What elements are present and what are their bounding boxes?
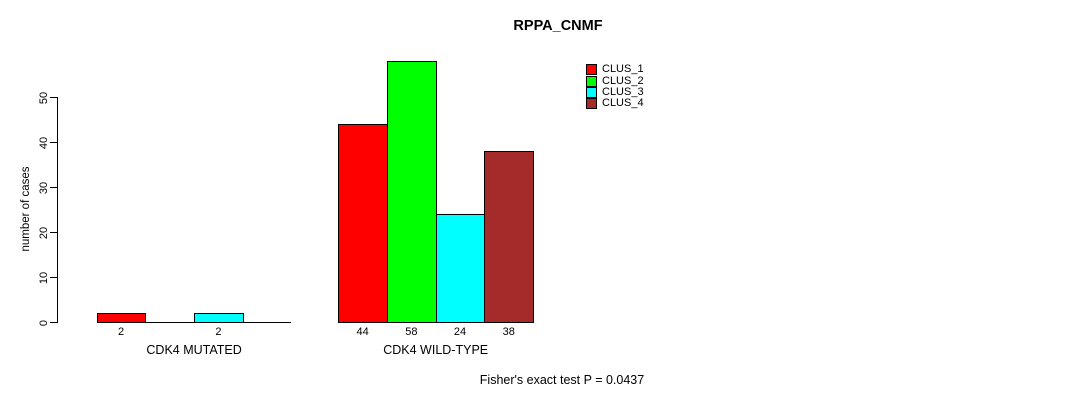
bar-value-label: 24: [453, 325, 467, 338]
bar-value-label: 44: [356, 325, 369, 338]
y-axis-tick: [50, 322, 57, 323]
legend-label: CLUS_3: [602, 85, 644, 98]
bar-clus_3-mutated: [194, 313, 244, 323]
legend-swatch-icon: [586, 86, 597, 98]
y-axis-tick-label: 30: [38, 181, 50, 194]
footnote-text: Fisher's exact test P = 0.0437: [479, 373, 645, 387]
legend-label: CLUS_2: [602, 74, 644, 87]
legend-item-clus_3: CLUS_3: [586, 85, 644, 98]
y-axis-tick: [50, 97, 57, 98]
legend-item-clus_4: CLUS_4: [586, 97, 644, 110]
y-axis-tick: [50, 187, 57, 188]
legend-swatch-icon: [586, 64, 597, 76]
bar-value-label: 2: [117, 325, 125, 338]
group-baseline: [96, 322, 292, 323]
legend-item-clus_2: CLUS_2: [586, 74, 644, 87]
bar-clus_1-wildtype: [338, 124, 388, 323]
y-axis-tick: [50, 142, 57, 143]
bar-value-label: 58: [405, 325, 418, 338]
bar-clus_3-wildtype: [435, 214, 486, 323]
legend-item-clus_1: CLUS_1: [586, 63, 644, 76]
legend: CLUS_1 CLUS_2 CLUS_3 CLUS_4: [586, 64, 644, 110]
legend-swatch-icon: [586, 98, 597, 110]
chart-title: RPPA_CNMF: [513, 18, 603, 34]
y-axis-tick-label: 20: [38, 226, 50, 239]
x-axis-group-label: CDK4 WILD-TYPE: [383, 342, 489, 357]
y-axis-tick-label: 10: [38, 271, 50, 284]
bar-clus_4-wildtype: [484, 151, 535, 323]
y-axis-tick-label: 40: [38, 136, 50, 149]
legend-swatch-icon: [586, 75, 597, 87]
y-axis-tick: [50, 277, 57, 278]
bar-value-label: 38: [502, 325, 515, 338]
y-axis-tick: [50, 232, 57, 233]
y-axis-line-seg: [57, 97, 58, 323]
y-axis-tick-label: 0: [38, 319, 50, 326]
bar-value-label: 2: [215, 325, 222, 338]
legend-label: CLUS_1: [602, 63, 644, 76]
bar-clus_1-mutated: [96, 313, 147, 323]
y-axis-title: number of cases: [20, 166, 32, 252]
x-axis-group-label: CDK4 MUTATED: [146, 342, 242, 357]
bar-clus_2-wildtype: [387, 61, 437, 323]
y-axis-tick-label: 50: [38, 91, 50, 104]
legend-label: CLUS_4: [602, 97, 644, 110]
